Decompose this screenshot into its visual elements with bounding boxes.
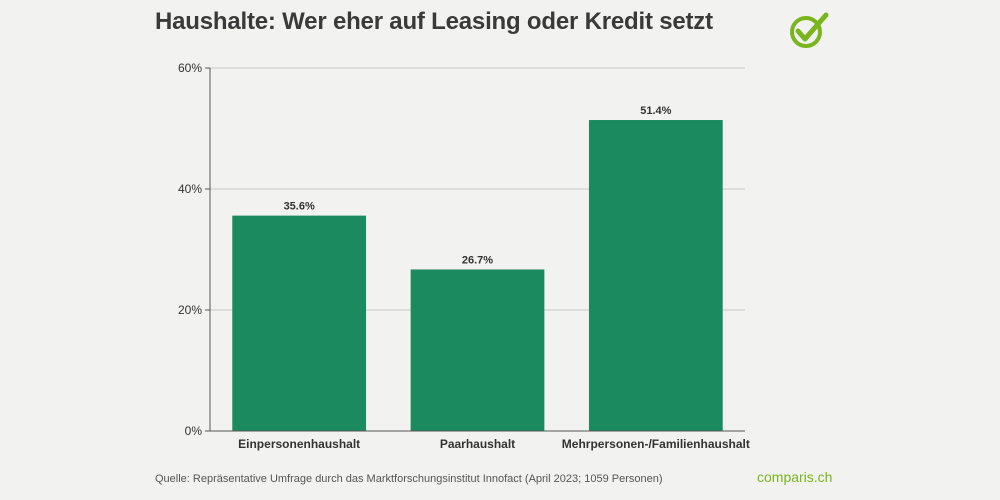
brand-logo-text: comparis.ch	[757, 469, 833, 485]
x-tick-label: Einpersonenhaushalt	[238, 437, 360, 451]
bar-value-label: 26.7%	[462, 254, 493, 266]
bar-value-label: 35.6%	[284, 201, 315, 213]
chart-title: Haushalte: Wer eher auf Leasing oder Kre…	[155, 8, 713, 35]
y-tick-label: 60%	[178, 61, 202, 75]
y-tick-label: 0%	[185, 424, 203, 438]
x-tick-label: Mehrpersonen-/Familienhaushalt	[562, 437, 750, 451]
bar-value-label: 51.4%	[640, 105, 671, 117]
bar	[232, 215, 367, 431]
check-circle-icon	[790, 12, 829, 48]
y-tick-label: 20%	[178, 303, 202, 317]
x-tick-label: Paarhaushalt	[440, 437, 515, 451]
source-note: Quelle: Repräsentative Umfrage durch das…	[155, 473, 663, 485]
bar	[588, 120, 723, 431]
bar	[410, 269, 545, 431]
y-tick-label: 40%	[178, 182, 202, 196]
